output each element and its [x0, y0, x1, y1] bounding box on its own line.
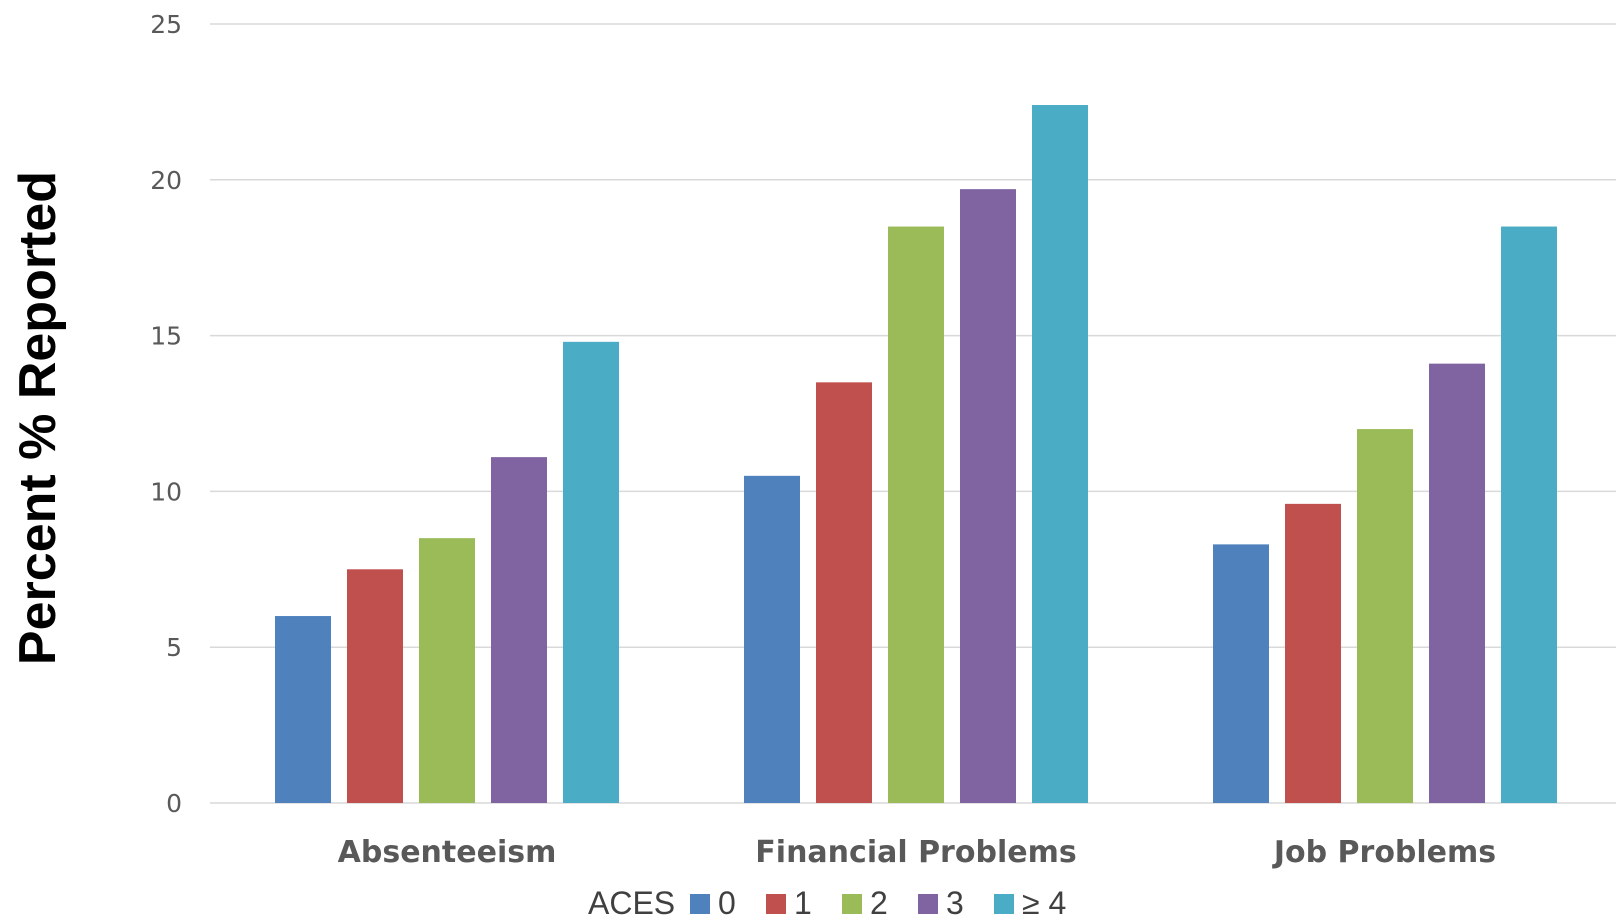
- bar: [888, 226, 944, 804]
- legend-swatch: [690, 894, 710, 914]
- bar: [419, 538, 475, 803]
- y-tick-label: 5: [166, 633, 182, 662]
- bar: [1429, 363, 1485, 803]
- bars: [275, 105, 1557, 804]
- bar: [816, 382, 872, 803]
- legend-title: ACES: [588, 885, 675, 921]
- bar: [1501, 226, 1557, 804]
- bar: [1285, 503, 1341, 803]
- bar: [1357, 429, 1413, 803]
- bar: [275, 616, 331, 803]
- bar: [744, 475, 800, 803]
- x-category-label: Job Problems: [1272, 835, 1496, 870]
- legend-entry-label: 1: [794, 885, 812, 921]
- bar: [1032, 105, 1088, 804]
- bar: [347, 569, 403, 803]
- legend-swatch: [994, 894, 1014, 914]
- legend-entry-label: 2: [870, 885, 888, 921]
- y-tick-label: 15: [150, 322, 182, 351]
- legend-entry-label: 0: [718, 885, 736, 921]
- x-axis-categories: Absenteeism Financial Problems Job Problem…: [338, 835, 1497, 870]
- legend-entry-label: ≥ 4: [1022, 885, 1066, 921]
- y-tick-label: 10: [150, 477, 182, 506]
- bar: [960, 189, 1016, 803]
- legend-swatch: [842, 894, 862, 914]
- y-axis-label: Percent % Reported: [9, 171, 67, 665]
- bar: [491, 457, 547, 803]
- legend-entry-label: 3: [946, 885, 964, 921]
- y-tick-label: 20: [150, 166, 182, 195]
- y-axis-ticks: 0 5 10 15 20 25: [150, 10, 182, 818]
- x-category-label: Financial Problems: [755, 835, 1076, 870]
- legend: ACES 0 1 2 3 ≥ 4: [588, 885, 1066, 921]
- y-tick-label: 25: [150, 10, 182, 39]
- legend-swatch: [918, 894, 938, 914]
- y-tick-label: 0: [166, 789, 182, 818]
- x-category-label: Absenteeism: [338, 835, 557, 870]
- bar: [563, 341, 619, 803]
- bar: [1213, 544, 1269, 803]
- legend-swatch: [766, 894, 786, 914]
